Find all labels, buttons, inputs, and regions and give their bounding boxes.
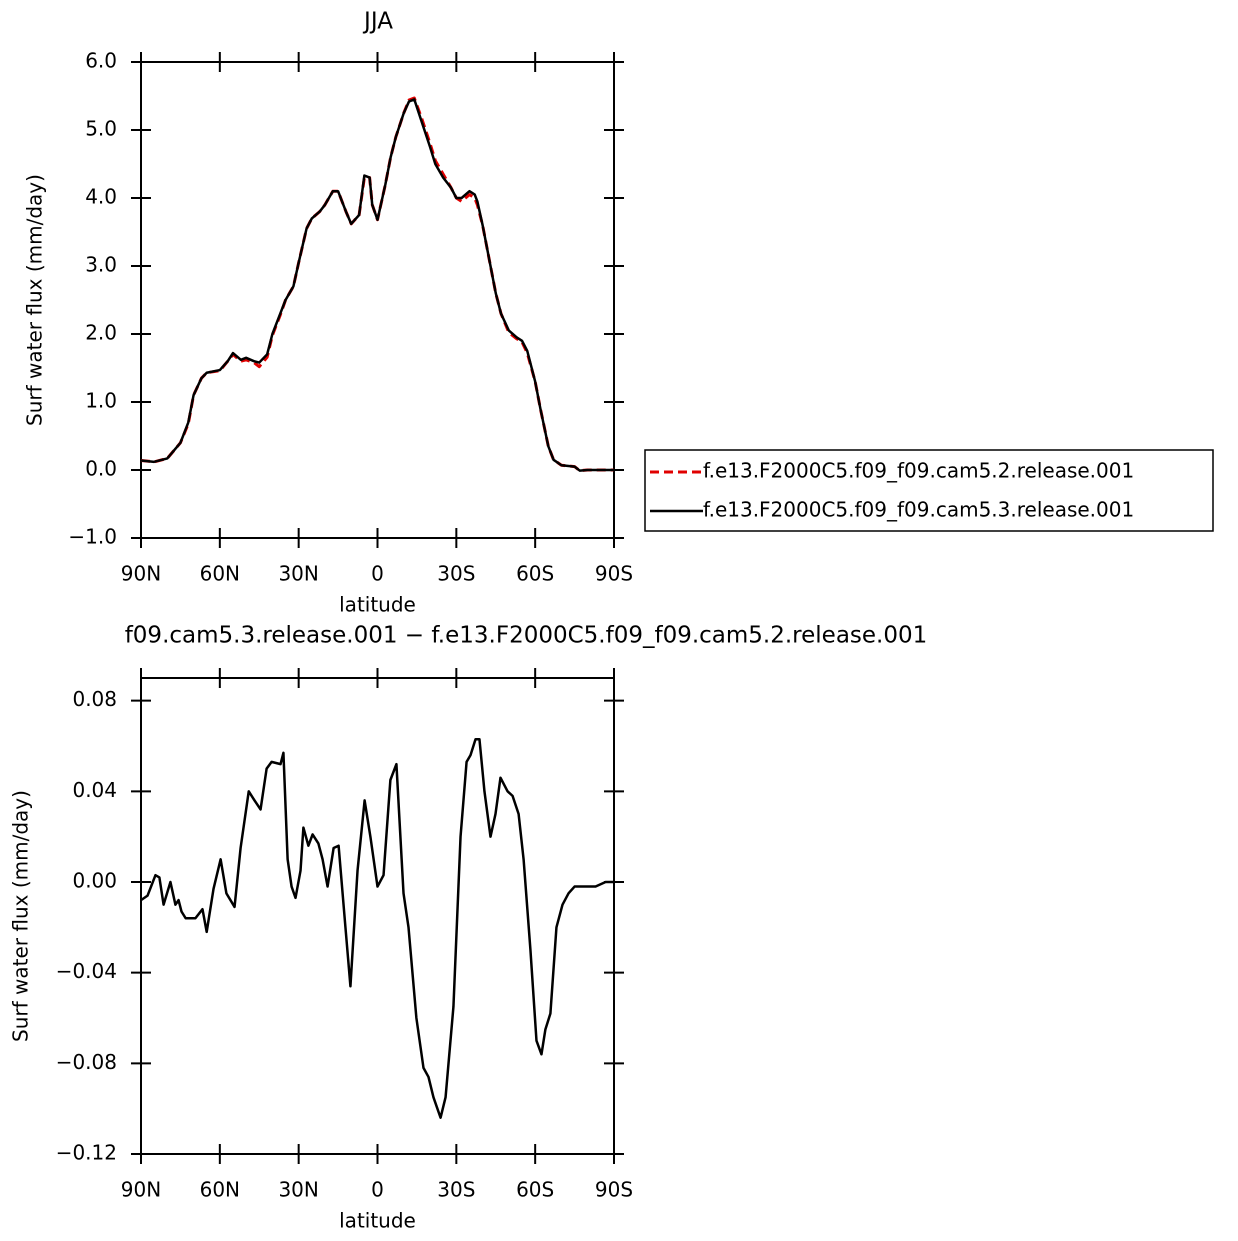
y-tick-label: 5.0: [85, 117, 117, 141]
y-axis-label: Surf water flux (mm/day): [23, 174, 47, 426]
x-tick-label: 60S: [516, 562, 554, 586]
y-tick-label: −0.08: [56, 1050, 117, 1074]
data-line: [140, 737, 614, 1119]
x-tick-label: 90N: [121, 562, 161, 586]
y-tick-label: 6.0: [85, 49, 117, 73]
y-tick-label: 4.0: [85, 185, 117, 209]
x-tick-label: 30N: [278, 562, 318, 586]
y-tick-label: 3.0: [85, 253, 117, 277]
y-tick-label: 0.04: [72, 778, 117, 802]
plot-frame: [140, 61, 615, 539]
y-axis-label: Surf water flux (mm/day): [9, 790, 33, 1042]
data-line: [140, 98, 614, 472]
y-tick-label: 0.00: [72, 869, 117, 893]
x-tick-label: 0: [371, 562, 384, 586]
y-tick-label: −0.12: [56, 1141, 117, 1165]
x-tick-label: 60S: [516, 1178, 554, 1202]
x-tick-label: 90N: [121, 1178, 161, 1202]
x-tick-label: 30S: [437, 562, 475, 586]
y-tick-label: −0.04: [56, 959, 117, 983]
x-axis-label: latitude: [339, 1209, 416, 1233]
plot-frame: [140, 677, 615, 1155]
chart-title: f09.cam5.3.release.001 − f.e13.F2000C5.f…: [125, 623, 928, 649]
x-tick-label: 60N: [200, 1178, 240, 1202]
x-tick-label: 90S: [595, 1178, 633, 1202]
legend-label: f.e13.F2000C5.f09_f09.cam5.3.release.001: [703, 498, 1134, 522]
chart-title: JJA: [362, 9, 393, 35]
y-tick-label: 1.0: [85, 389, 117, 413]
x-axis-label: latitude: [339, 593, 416, 617]
x-tick-label: 90S: [595, 562, 633, 586]
x-tick-label: 30N: [278, 1178, 318, 1202]
y-tick-label: 0.0: [85, 457, 117, 481]
y-tick-label: 2.0: [85, 321, 117, 345]
legend-box: [644, 449, 1214, 532]
x-tick-label: 30S: [437, 1178, 475, 1202]
y-tick-label: 0.08: [72, 687, 117, 711]
legend-label: f.e13.F2000C5.f09_f09.cam5.2.release.001: [703, 459, 1134, 483]
data-line: [140, 96, 614, 473]
y-tick-label: −1.0: [68, 525, 117, 549]
x-tick-label: 60N: [200, 562, 240, 586]
x-tick-label: 0: [371, 1178, 384, 1202]
